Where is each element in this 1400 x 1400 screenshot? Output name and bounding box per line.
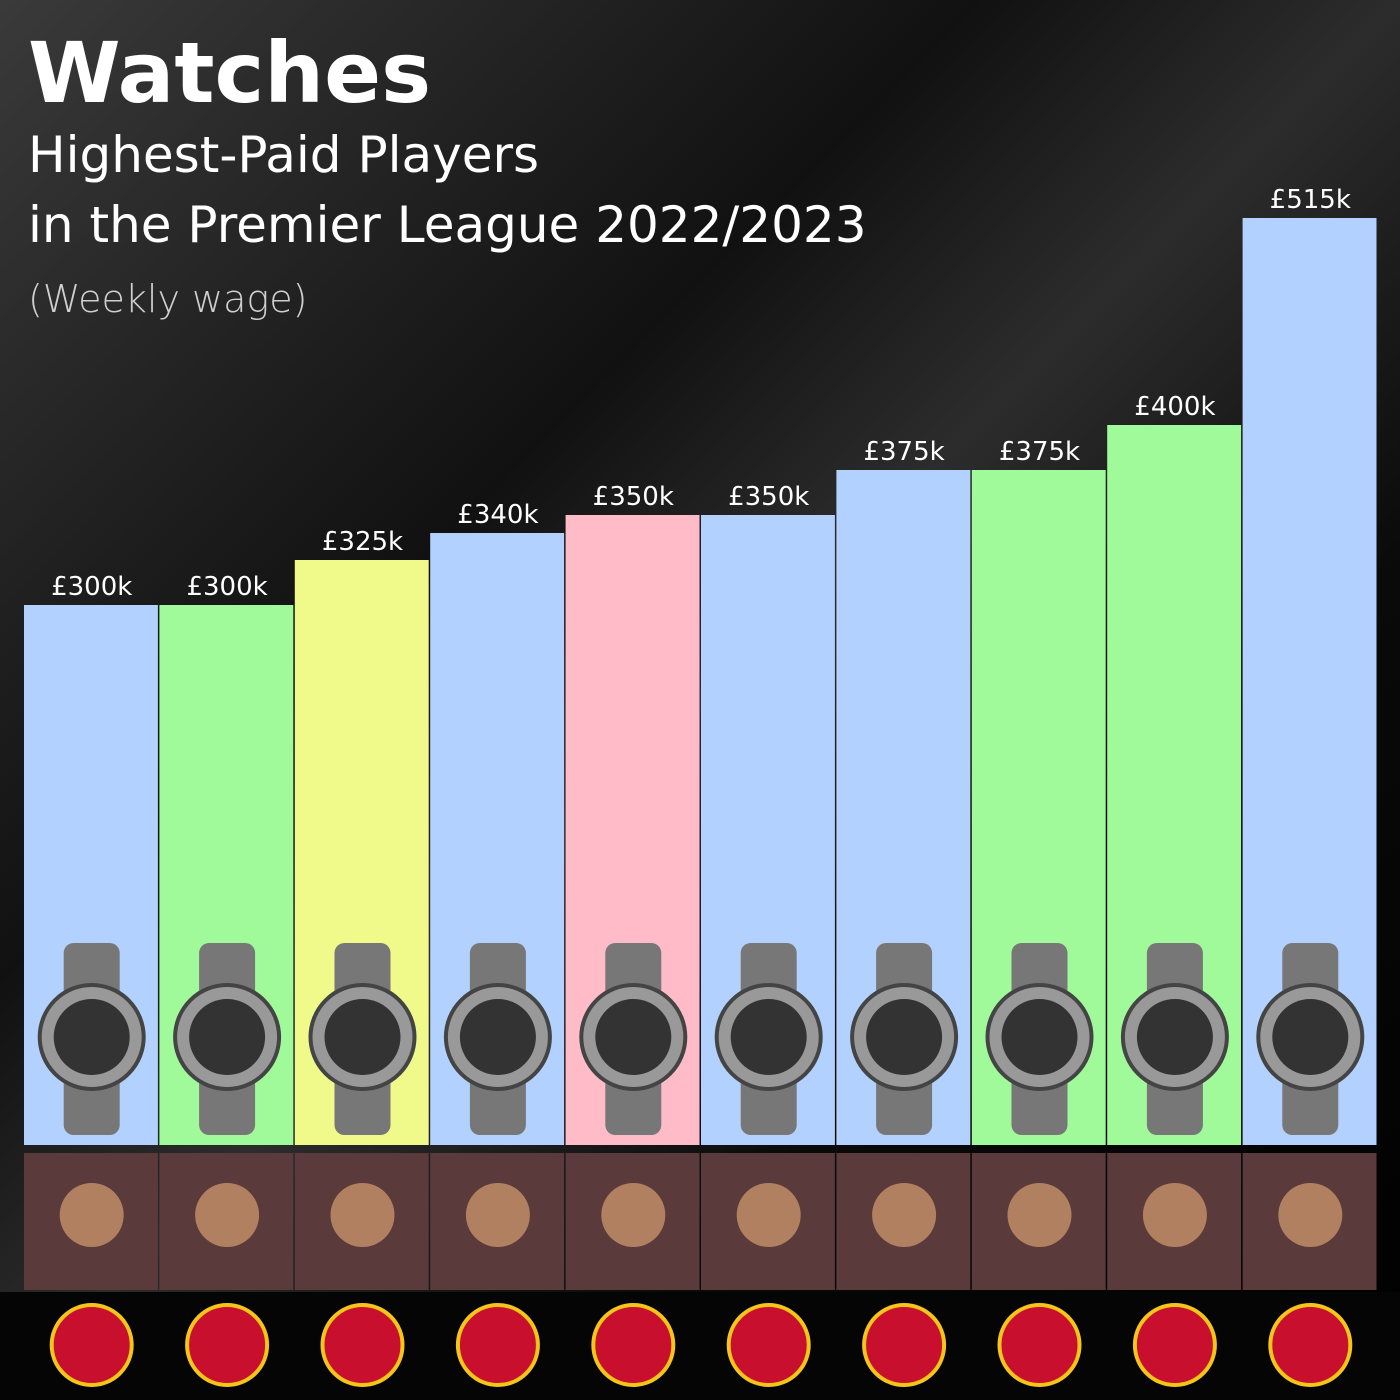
club-logo [1132,1303,1217,1387]
club-logo [862,1303,947,1387]
player-head [59,1183,124,1247]
watch-dial [324,999,401,1075]
player-head [330,1183,395,1247]
club-logo [320,1303,405,1387]
player-head [195,1183,260,1247]
player-head [736,1183,801,1247]
player-head [1142,1183,1207,1247]
club-logo [726,1303,811,1387]
watch-dial [866,999,943,1075]
watch-dial [1136,999,1213,1075]
watch-dial [730,999,807,1075]
value-label: £350k [728,482,809,512]
value-label: £300k [51,572,132,602]
value-label: £375k [863,437,944,467]
watch-dial [1272,999,1349,1075]
value-label: £325k [322,527,403,557]
player-head [872,1183,937,1247]
club-logo [185,1303,270,1387]
value-label: £400k [1134,392,1215,422]
value-label: £340k [457,500,538,530]
watch-dial [189,999,266,1075]
watch-dial [595,999,672,1075]
value-label: £350k [593,482,674,512]
club-logo [591,1303,676,1387]
player-head [1278,1183,1343,1247]
chart-title: Watches [28,24,431,122]
value-label: £300k [186,572,267,602]
club-logo [455,1303,540,1387]
club-logo [1268,1303,1353,1387]
chart-subtitle: in the Premier League 2022/2023 [28,196,867,254]
player-head [1007,1183,1072,1247]
club-logo [997,1303,1082,1387]
value-label: £375k [999,437,1080,467]
player-head [601,1183,666,1247]
value-label: £515k [1270,185,1351,215]
player-head [465,1183,530,1247]
chart-note: (Weekly wage) [28,277,307,321]
chart-subtitle: Highest-Paid Players [28,126,539,184]
watch-dial [53,999,130,1075]
watch-dial [1001,999,1078,1075]
watch-dial [459,999,536,1075]
club-logo [49,1303,134,1387]
